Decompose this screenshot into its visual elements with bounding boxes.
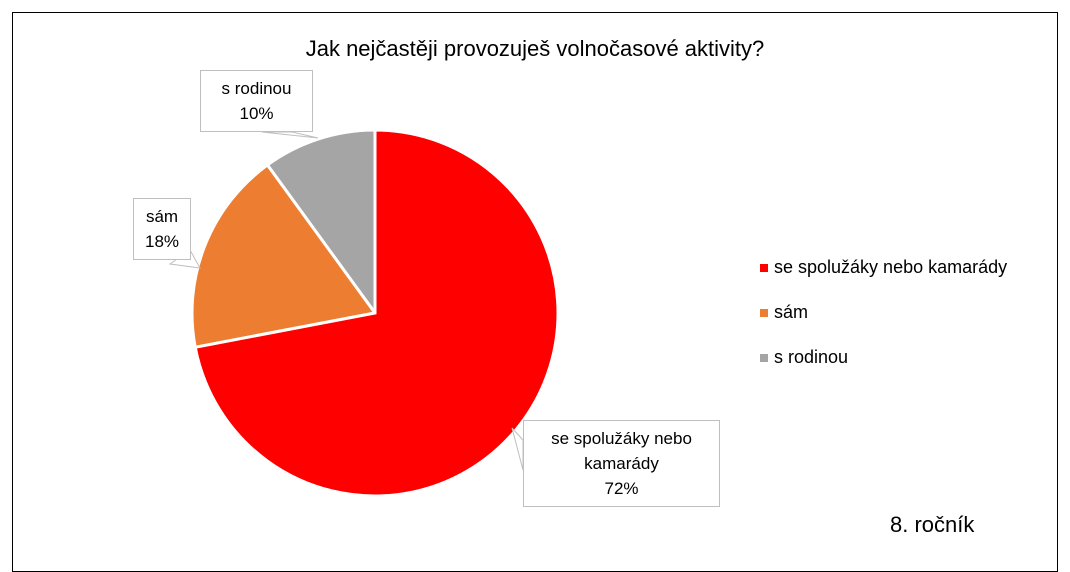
- legend-label: sám: [774, 302, 808, 322]
- annotation: 8. ročník: [890, 512, 975, 537]
- data-label-category: se spolužáky nebo kamarády: [551, 429, 692, 473]
- chart-title: Jak nejčastěji provozuješ volnočasové ak…: [305, 36, 765, 61]
- slice: [193, 128, 560, 498]
- legend-marker: [760, 264, 768, 272]
- chart: se spolužáky nebo kamarády sám s rodinou: [168, 128, 1007, 498]
- data-label-value: 10%: [239, 104, 274, 123]
- page: Jak nejčastěji provozuješ volnočasové ak…: [12, 12, 1058, 572]
- legend-label: se spolužáky nebo kamarády: [774, 257, 1007, 277]
- data-label: s rodinou 10%: [200, 70, 313, 132]
- data-label-category: sám: [145, 207, 179, 226]
- legend-marker: [760, 309, 768, 317]
- slice: [265, 128, 377, 318]
- data-label: se spolužáky nebo kamarády 72%: [523, 420, 720, 507]
- slice: [190, 162, 378, 350]
- data-label: sám 18%: [133, 198, 191, 260]
- callout-tail: [261, 131, 319, 139]
- data-label-value: 18%: [144, 232, 180, 251]
- data-label-category: s rodinou: [221, 79, 292, 98]
- data-label-value: 72%: [604, 479, 639, 498]
- callout-tail: [511, 427, 524, 471]
- legend-label: s rodinou: [774, 347, 848, 367]
- legend-marker: [760, 354, 768, 362]
